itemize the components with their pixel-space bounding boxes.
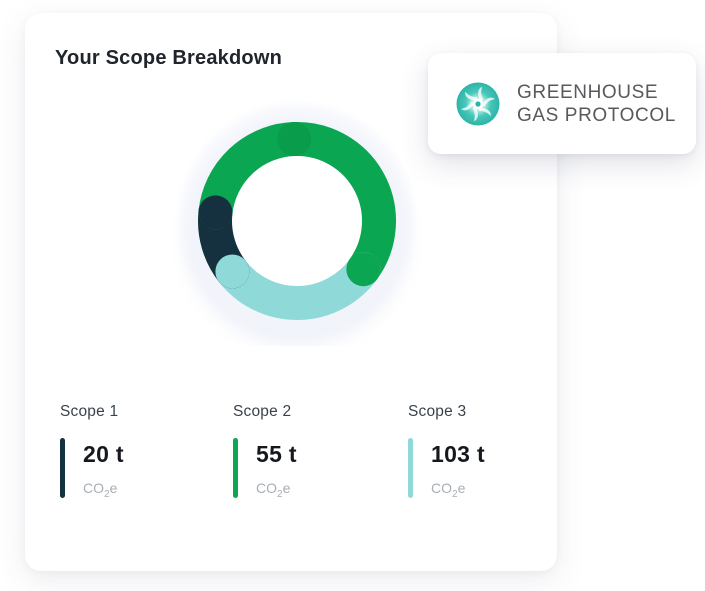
- donut-cap-dot: [215, 254, 250, 289]
- metric-value: 103 t: [431, 441, 485, 467]
- legend-color-bar: [233, 438, 238, 498]
- metric-row: 55 t CO2e: [233, 438, 398, 500]
- legend-item-scope-3: Scope 3 103 t CO2e: [408, 402, 573, 500]
- unit-tail: e: [109, 480, 118, 496]
- card-title: Your Scope Breakdown: [55, 47, 283, 69]
- metric-unit: CO2e: [256, 480, 297, 499]
- metric-text: 103 t CO2e: [413, 438, 485, 500]
- legend-item-scope-2: Scope 2 55 t CO2e: [233, 402, 398, 500]
- donut-ring: [198, 122, 396, 320]
- donut-cap-dot: [198, 195, 233, 230]
- unit-sub: 2: [277, 488, 283, 500]
- scope-label: Scope 3: [408, 403, 467, 420]
- donut-svg: [175, 99, 419, 345]
- scope-label: Scope 1: [60, 403, 119, 420]
- unit-base: CO: [83, 480, 104, 496]
- unit-tail: e: [282, 480, 291, 496]
- metric-text: 20 t CO2e: [65, 438, 124, 500]
- metric-row: 103 t CO2e: [408, 438, 573, 500]
- unit-base: CO: [431, 480, 452, 496]
- legend-item-scope-1: Scope 1 20 t CO2e: [60, 402, 225, 500]
- donut-hole: [231, 155, 363, 287]
- legend-color-bar: [408, 438, 413, 498]
- metric-unit: CO2e: [431, 480, 485, 499]
- metric-row: 20 t CO2e: [60, 438, 225, 500]
- unit-sub: 2: [104, 488, 110, 500]
- donut-cap-dot: [346, 252, 381, 287]
- metric-value: 55 t: [256, 441, 297, 467]
- metric-unit: CO2e: [83, 480, 124, 499]
- metric-value: 20 t: [83, 441, 124, 467]
- donut-arc-segment: [277, 122, 396, 287]
- unit-sub: 2: [452, 488, 458, 500]
- legend-color-bar: [60, 438, 65, 498]
- badge-line-2: GAS PROTOCOL: [517, 104, 676, 126]
- badge-text: GREENHOUSE GAS PROTOCOL: [517, 81, 676, 127]
- donut-arc-segment: [215, 252, 381, 320]
- aperture-swirl-icon: [456, 82, 500, 125]
- donut-cap-dot: [277, 122, 312, 157]
- metric-text: 55 t CO2e: [238, 438, 297, 500]
- scope-donut-chart: [172, 96, 422, 346]
- unit-base: CO: [256, 480, 277, 496]
- badge-line-1: GREENHOUSE: [517, 81, 659, 103]
- scope-label: Scope 2: [233, 403, 292, 420]
- ghg-protocol-badge: GREENHOUSE GAS PROTOCOL: [428, 53, 696, 154]
- unit-tail: e: [457, 480, 466, 496]
